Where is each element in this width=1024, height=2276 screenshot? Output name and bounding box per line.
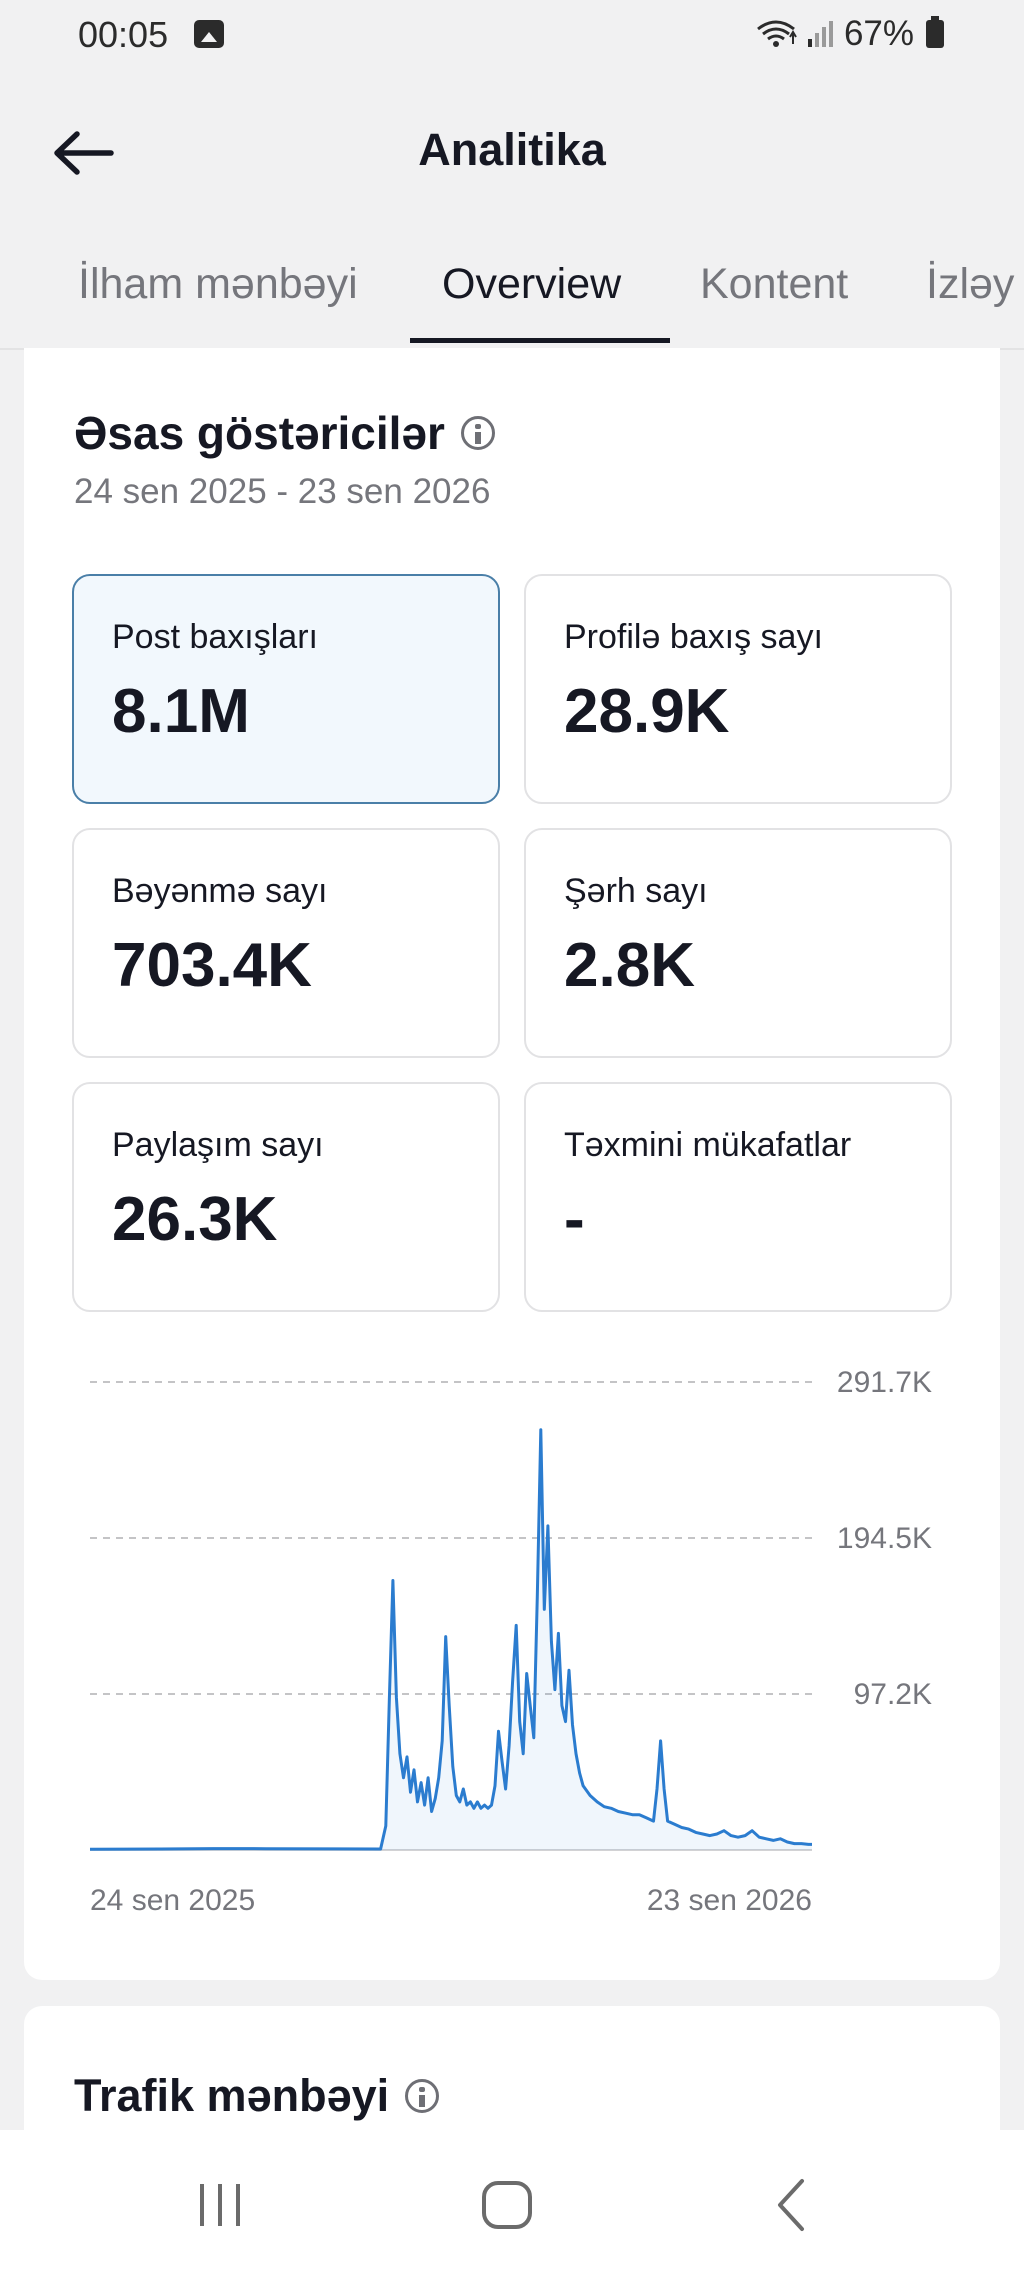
recent-apps-icon	[200, 2184, 240, 2226]
x-tick-label: 23 sen 2026	[647, 1884, 812, 1917]
metric-label: Bəyənmə sayı	[112, 872, 328, 910]
key-metrics-title: Əsas göstəricilər	[74, 407, 445, 459]
metric-value: 703.4K	[112, 931, 312, 1000]
tab-overview[interactable]: Overview	[442, 260, 622, 308]
status-right: 67%	[754, 14, 944, 54]
arrow-left-icon	[54, 131, 114, 175]
page-title: Analitika	[418, 124, 606, 175]
system-nav-bar	[0, 2130, 1024, 2276]
metric-card-shares[interactable]: Paylaşım sayı 26.3K	[72, 1082, 500, 1312]
status-time: 00:05	[78, 14, 169, 55]
post-views-chart: 97.2K 194.5K 291.7K 24 sen 2025 23 sen 2026	[89, 1366, 932, 1917]
tab-followers[interactable]: İzləy	[926, 260, 1015, 308]
y-tick-label: 291.7K	[837, 1366, 932, 1399]
status-bar: 00:05 67%	[0, 0, 1024, 70]
recent-apps-button[interactable]	[180, 2170, 260, 2240]
metric-card-profile-views[interactable]: Profilə baxış sayı 28.9K	[524, 574, 952, 804]
metric-label: Paylaşım sayı	[112, 1126, 324, 1164]
traffic-title: Trafik mənbəyi	[74, 2070, 390, 2121]
metric-card-comments[interactable]: Şərh sayı 2.8K	[524, 828, 952, 1058]
key-metrics-card: Əsas göstəricilər 24 sen 2025 - 23 sen 2…	[24, 348, 1000, 1980]
metric-value: 26.3K	[112, 1185, 278, 1254]
metric-card-post-views[interactable]: Post baxışları 8.1M	[72, 574, 500, 804]
back-nav-icon	[778, 2179, 804, 2231]
series-area	[90, 1429, 812, 1850]
battery-percent: 67%	[843, 14, 914, 53]
y-tick-label: 97.2K	[854, 1678, 932, 1711]
tab-inspiration[interactable]: İlham mənbəyi	[78, 260, 358, 308]
signal-icon	[807, 21, 833, 47]
info-icon[interactable]	[460, 416, 495, 450]
y-tick-label: 194.5K	[837, 1522, 932, 1555]
home-icon	[482, 2181, 532, 2229]
home-button[interactable]	[468, 2170, 548, 2240]
date-range: 24 sen 2025 - 23 sen 2026	[74, 472, 491, 511]
app-bar: Analitika	[0, 100, 1024, 200]
back-button[interactable]	[48, 118, 118, 188]
tab-content[interactable]: Kontent	[700, 260, 849, 308]
metric-label: Şərh sayı	[564, 872, 708, 910]
metric-value: 28.9K	[564, 677, 730, 746]
info-icon[interactable]	[405, 2079, 440, 2113]
metric-card-estimated-rewards[interactable]: Təxmini mükafatlar -	[524, 1082, 952, 1312]
wifi-icon	[757, 20, 797, 47]
metric-value: 2.8K	[564, 931, 695, 1000]
image-icon	[194, 20, 224, 48]
tab-bar: İlham mənbəyi Overview Kontent İzləy	[0, 250, 1024, 350]
x-tick-label: 24 sen 2025	[90, 1884, 255, 1917]
battery-icon	[926, 16, 944, 48]
metric-label: Təxmini mükafatlar	[564, 1126, 852, 1164]
traffic-heading: Trafik mənbəyi	[74, 2070, 440, 2122]
nav-back-button[interactable]	[752, 2170, 832, 2240]
metric-label: Profilə baxış sayı	[564, 618, 823, 656]
metric-card-likes[interactable]: Bəyənmə sayı 703.4K	[72, 828, 500, 1058]
metric-value: -	[564, 1185, 585, 1254]
metric-label: Post baxışları	[112, 618, 318, 656]
active-tab-indicator	[410, 338, 670, 343]
key-metrics-heading: Əsas göstəricilər	[74, 406, 495, 460]
metric-value: 8.1M	[112, 677, 250, 746]
series-line	[89, 1428, 812, 1851]
